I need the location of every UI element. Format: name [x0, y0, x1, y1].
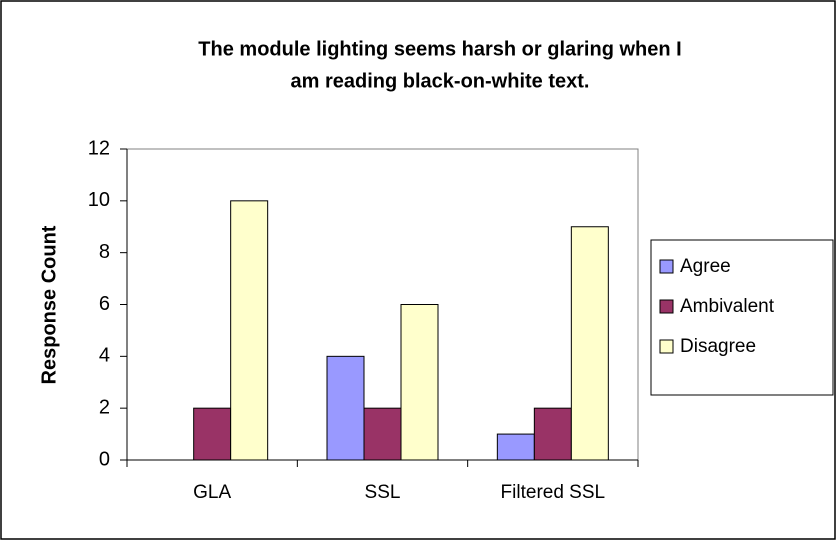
legend-label: Agree: [680, 256, 731, 277]
bar: [570, 226, 609, 461]
y-tick-label: 2: [99, 396, 110, 418]
legend-label: Disagree: [680, 336, 756, 357]
bar: [230, 200, 269, 461]
x-tick-label: GLA: [193, 482, 231, 503]
bar: [496, 433, 535, 461]
y-tick-label: 6: [99, 293, 110, 315]
bar: [363, 407, 402, 461]
x-tick-label: Filtered SSL: [501, 482, 606, 503]
chart-title: The module lighting seems harsh or glari…: [198, 38, 681, 60]
bar: [193, 407, 232, 461]
bar: [533, 407, 572, 461]
legend-swatch: [659, 339, 674, 354]
y-axis-label: Response Count: [38, 225, 60, 384]
x-tick-label: SSL: [365, 482, 401, 503]
y-tick-label: 0: [99, 448, 110, 470]
legend-swatch: [659, 299, 674, 314]
legend-label: Ambivalent: [680, 296, 775, 317]
legend-swatch: [659, 259, 674, 274]
y-tick-label: 4: [99, 345, 110, 367]
bar: [326, 355, 365, 461]
y-tick-label: 10: [88, 189, 110, 211]
legend-box: [650, 239, 834, 396]
chart-title: am reading black-on-white text.: [291, 70, 590, 92]
y-tick-label: 12: [88, 137, 110, 159]
bar: [400, 304, 439, 461]
y-tick-label: 8: [99, 241, 110, 263]
